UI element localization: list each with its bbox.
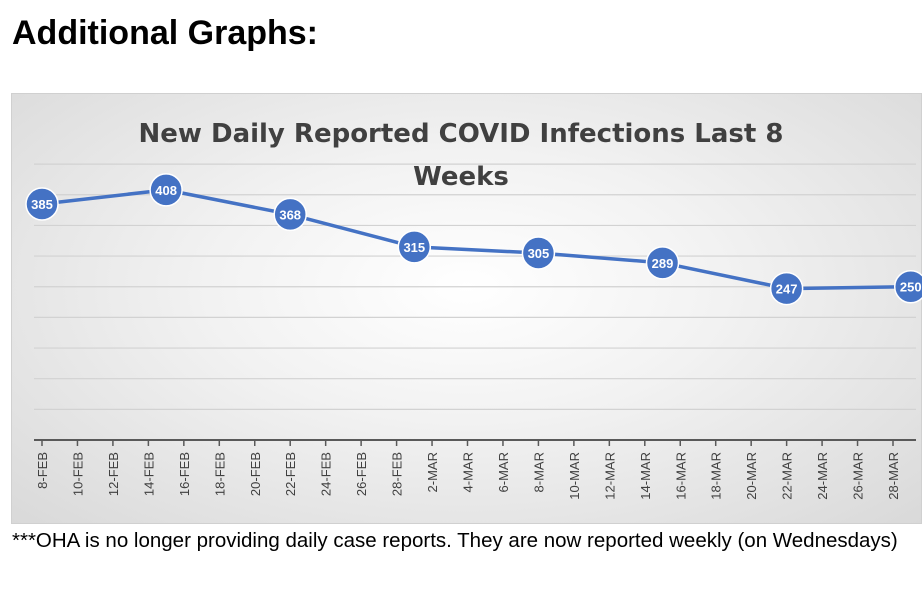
x-tick-label: 26-MAR [851, 452, 866, 500]
page-heading: Additional Graphs: [12, 14, 318, 52]
data-point [273, 197, 307, 232]
data-label: 408 [155, 183, 177, 198]
x-tick-label: 6-MAR [496, 452, 511, 492]
x-tick-label: 24-FEB [319, 452, 334, 496]
x-tick-label: 14-FEB [141, 452, 156, 496]
data-point [769, 271, 804, 306]
chart-title-line-1: New Daily Reported COVID Infections Last… [138, 119, 784, 149]
data-label: 385 [31, 197, 53, 212]
x-tick-label: 16-FEB [177, 452, 192, 496]
data-markers: 385 408 368 315 305 289 247 250 [25, 173, 922, 306]
x-tick-label: 8-FEB [35, 452, 50, 489]
x-axis [34, 439, 916, 446]
gridlines [34, 163, 916, 410]
series-line-layer [41, 188, 911, 291]
x-tick-label: 20-MAR [744, 452, 759, 500]
x-tick-label: 2-MAR [425, 452, 440, 492]
data-label: 315 [403, 240, 425, 255]
chart-title-line-2: Weeks [413, 162, 509, 192]
x-tick-label: 4-MAR [461, 452, 476, 492]
x-tick-label: 10-FEB [70, 452, 85, 496]
data-point [645, 246, 680, 280]
data-label: 250 [900, 280, 922, 295]
x-tick-label: 28-FEB [390, 452, 405, 496]
data-label: 289 [652, 256, 674, 271]
x-tick-label: 14-MAR [638, 452, 653, 500]
x-tick-label: 10-MAR [567, 452, 582, 500]
x-tick-label: 8-MAR [531, 452, 546, 492]
data-point [25, 187, 59, 221]
x-tick-label: 18-FEB [212, 452, 227, 496]
data-point [397, 230, 432, 264]
data-label: 368 [279, 207, 301, 222]
x-tick-label: 26-FEB [354, 452, 369, 496]
x-tick-label: 28-MAR [886, 452, 901, 500]
x-tick-labels: 8-FEB 10-FEB 12-FEB 14-FEB 16-FEB 18-FEB 20-FE… [35, 452, 901, 500]
chart-title: New Daily Reported COVID Infections Last… [0, 113, 922, 199]
x-tick-label: 20-FEB [248, 452, 263, 496]
x-tick-label: 22-FEB [283, 452, 298, 496]
x-tick-label: 12-FEB [106, 452, 121, 496]
x-tick-label: 12-MAR [602, 452, 617, 500]
data-point [521, 236, 556, 270]
x-tick-label: 18-MAR [709, 452, 724, 500]
data-label: 305 [528, 246, 550, 261]
x-tick-label: 16-MAR [673, 452, 688, 500]
data-point [893, 269, 922, 304]
series-line [41, 188, 911, 291]
chart-panel [11, 93, 922, 524]
footnote: ***OHA is no longer providing daily case… [12, 529, 898, 552]
x-tick-label: 24-MAR [815, 452, 830, 500]
data-point [149, 173, 183, 207]
x-tick-label: 22-MAR [780, 452, 795, 500]
data-label: 247 [776, 282, 798, 297]
